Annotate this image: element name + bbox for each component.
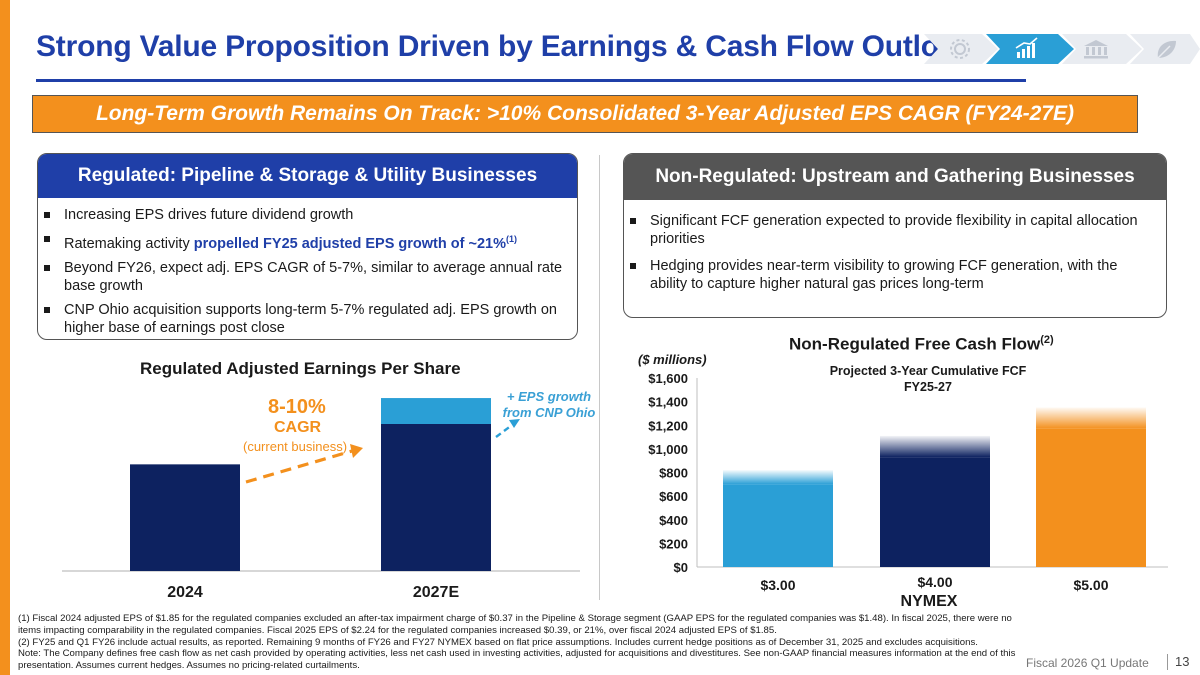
fcf-bar-range-0 (723, 470, 833, 485)
footnotes: (1) Fiscal 2024 adjusted EPS of $1.85 fo… (18, 613, 1028, 672)
footnote-2: (2) FY25 and Q1 FY26 include actual resu… (18, 636, 978, 648)
fcf-bar-2 (1036, 428, 1146, 567)
fcf-chart: ($ millions) Projected 3-Year Cumulative… (638, 352, 1168, 610)
cnp-arrowhead (509, 419, 520, 428)
cnp-ohio-note: + EPS growth from CNP Ohio (502, 389, 596, 420)
fcf-subtitle-line2: FY25-27 (904, 380, 952, 394)
footer-separator (1167, 654, 1168, 670)
nav-chevron-1[interactable] (924, 34, 998, 64)
non-regulated-heading: Non-Regulated: Upstream and Gathering Bu… (624, 154, 1166, 200)
fcf-chart-title: Non-Regulated Free Cash Flow(2) (789, 334, 1054, 355)
nav-chevron-4[interactable] (1130, 34, 1200, 64)
banner-text: Long-Term Growth Remains On Track: >10% … (95, 102, 1075, 125)
footnote-note: Note: The Company defines free cash flow… (18, 648, 1016, 672)
fcf-bar-0 (723, 484, 833, 567)
page-number: 13 (1175, 654, 1190, 669)
fcf-x-axis-title: NYMEX (901, 593, 958, 610)
bullet-2-text: Ratemaking activity (64, 235, 194, 252)
footnote-ref-1: (1) (505, 234, 517, 244)
fcf-category-label: $4.00 (917, 574, 952, 590)
eps-category-label: 2024 (167, 584, 203, 600)
regulated-bullet-3: Beyond FY26, expect adj. EPS CAGR of 5-7… (44, 259, 563, 294)
cagr-arrowhead (350, 444, 363, 458)
fcf-category-label: $3.00 (760, 577, 795, 593)
fcf-y-tick: $1,000 (648, 442, 688, 457)
fcf-y-tick: $200 (659, 536, 688, 551)
footnote-1: (1) Fiscal 2024 adjusted EPS of $1.85 fo… (18, 613, 1012, 636)
non-regulated-bullets: Significant FCF generation expected to p… (624, 200, 1166, 293)
eps-category-label: 2027E (413, 584, 460, 600)
fcf-category-label: $5.00 (1073, 577, 1108, 593)
section-nav (924, 34, 1200, 64)
cagr-arrow (245, 449, 353, 484)
eps-bar-2024-current (130, 464, 240, 571)
regulated-heading: Regulated: Pipeline & Storage & Utility … (38, 154, 577, 198)
growth-banner: Long-Term Growth Remains On Track: >10% … (32, 95, 1138, 133)
page-title: Strong Value Proposition Driven by Earni… (36, 30, 974, 63)
regulated-bullet-4: CNP Ohio acquisition supports long-term … (44, 301, 563, 337)
nav-chevron-3[interactable] (1062, 34, 1142, 64)
accent-side-bar (0, 0, 10, 675)
cagr-label: CAGR (274, 419, 322, 436)
fcf-y-tick: $600 (659, 489, 688, 504)
nav-chevron-2[interactable] (986, 34, 1074, 64)
non-regulated-bullet-2: Hedging provides near-term visibility to… (630, 257, 1152, 293)
title-underline (36, 79, 1026, 82)
fcf-y-tick: $1,200 (648, 418, 688, 433)
fcf-bar-1 (880, 457, 990, 567)
fcf-y-tick: $1,400 (648, 395, 688, 410)
gear-icon (950, 39, 970, 59)
regulated-bullet-1: Increasing EPS drives future dividend gr… (44, 206, 563, 224)
eps-bar-2027E-cnp (381, 398, 491, 424)
bank-icon (1084, 40, 1108, 59)
fcf-bar-range-2 (1036, 407, 1146, 429)
fcf-bar-range-1 (880, 435, 990, 458)
non-regulated-panel: Non-Regulated: Upstream and Gathering Bu… (623, 153, 1167, 318)
fcf-y-tick: $400 (659, 513, 688, 528)
regulated-bullets: Increasing EPS drives future dividend gr… (38, 198, 577, 337)
fcf-unit-label: ($ millions) (638, 352, 707, 367)
eps-chart-title: Regulated Adjusted Earnings Per Share (140, 359, 461, 378)
eps-chart: 2024 2027E (62, 398, 580, 600)
non-regulated-bullet-1: Significant FCF generation expected to p… (630, 212, 1152, 248)
fcf-y-tick: $800 (659, 466, 688, 481)
footnote-ref-2: (2) (1040, 334, 1054, 346)
fcf-y-tick: $0 (674, 560, 688, 575)
cagr-sublabel: (current business) (243, 439, 348, 454)
cagr-value: 8-10% (268, 396, 326, 418)
leaf-icon (1155, 40, 1176, 61)
eps-bar-2027E-current (381, 424, 491, 571)
fcf-subtitle-line1: Projected 3-Year Cumulative FCF (830, 364, 1027, 378)
growth-chart-icon (1015, 37, 1038, 58)
fcf-title-text: Non-Regulated Free Cash Flow (789, 334, 1041, 354)
fcf-y-tick: $1,600 (648, 371, 688, 386)
cnp-arrow (495, 424, 513, 438)
regulated-bullet-2: Ratemaking activity propelled FY25 adjus… (44, 230, 563, 253)
footer-label: Fiscal 2026 Q1 Update (1026, 656, 1149, 670)
regulated-panel: Regulated: Pipeline & Storage & Utility … (37, 153, 578, 340)
column-divider (599, 155, 600, 600)
bullet-2-highlight: propelled FY25 adjusted EPS growth of ~2… (193, 235, 506, 252)
